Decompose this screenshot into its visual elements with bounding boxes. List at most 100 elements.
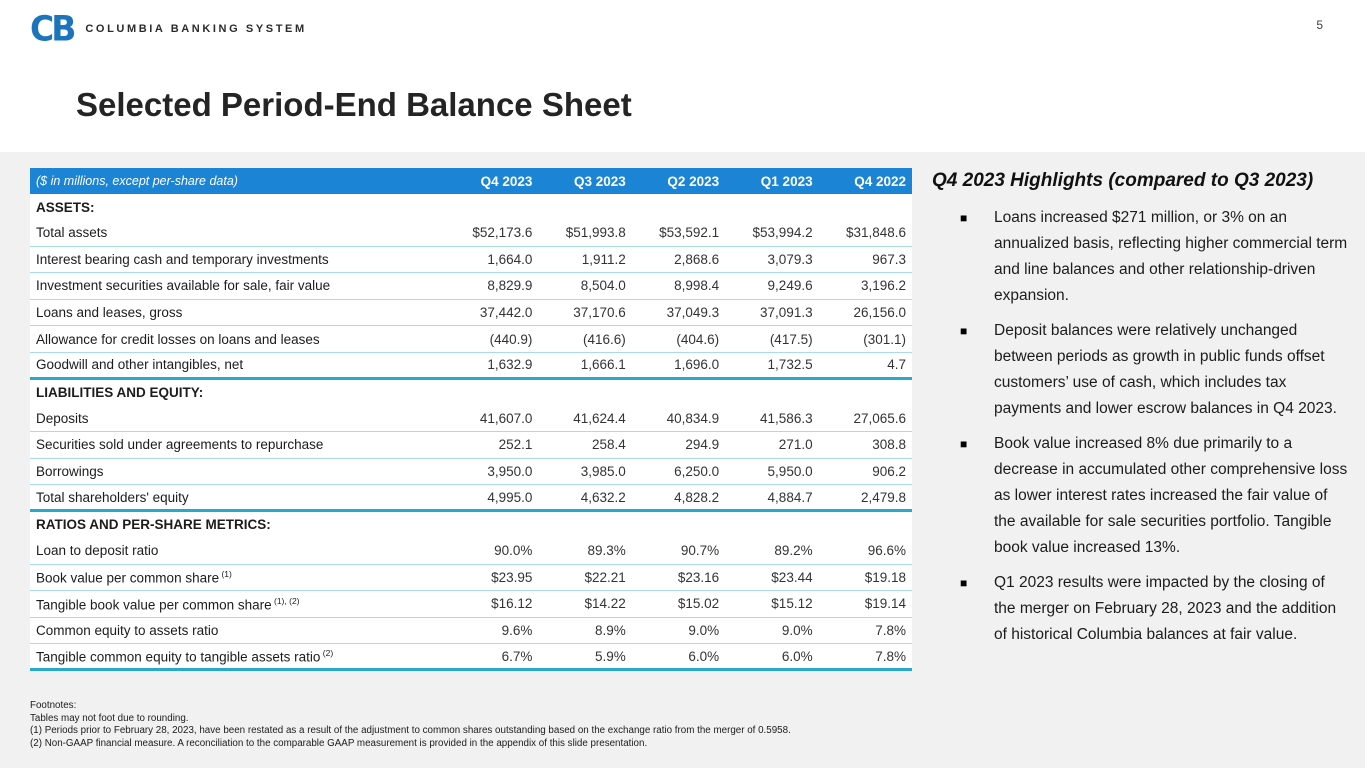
row-label: Goodwill and other intangibles, net xyxy=(36,357,244,373)
table-cell-value: 89.2% xyxy=(774,543,813,559)
row-label: Interest bearing cash and temporary inve… xyxy=(36,251,329,267)
row-label: Tangible common equity to tangible asset… xyxy=(36,647,334,665)
highlights-title: Q4 2023 Highlights (compared to Q3 2023) xyxy=(932,170,1314,191)
table-cell-value: 37,170.6 xyxy=(573,305,626,321)
table-cell-value: 258.4 xyxy=(592,437,626,453)
table-row: Borrowings 3,950.0 3,985.0 6,250.0 5,950.0 90… xyxy=(30,459,912,486)
table-cell-value: 252.1 xyxy=(498,437,533,453)
highlight-bullet: ■ Deposit balances were relatively unchan… xyxy=(932,318,1350,422)
table-row: Book value per common share (1) $23.95 $22… xyxy=(30,565,912,592)
table-cell-value: 4,884.7 xyxy=(767,489,813,505)
highlight-text: Q1 2023 results were impacted by the clo… xyxy=(994,574,1337,643)
table-section-title: LIABILITIES AND EQUITY: xyxy=(36,385,204,401)
table-cell-value: 90.0% xyxy=(494,543,533,559)
table-cell-value: $19.14 xyxy=(864,596,906,612)
page-number: 5 xyxy=(1316,18,1323,32)
table-cell-value: 6.7% xyxy=(501,648,533,664)
row-label: Allowance for credit losses on loans and… xyxy=(36,331,320,347)
table-cell-value: 9.0% xyxy=(781,623,813,639)
row-label: Investment securities available for sale… xyxy=(36,278,331,294)
table-cell-value: 41,624.4 xyxy=(573,410,626,426)
slide-body: ($ in millions, except per-share data) Q… xyxy=(0,152,1365,768)
table-cell-value: $22.21 xyxy=(584,569,626,585)
table-caption: ($ in millions, except per-share data) xyxy=(36,174,238,188)
table-cell-value: 967.3 xyxy=(872,251,906,267)
table-cell-value: $14.22 xyxy=(584,596,626,612)
footnote-line: Tables may not foot due to rounding. xyxy=(30,712,189,724)
table-cell-value: 7.8% xyxy=(875,648,906,664)
table-cell-value: 1,732.5 xyxy=(767,357,813,373)
highlights-panel: Q4 2023 Highlights (compared to Q3 2023)… xyxy=(932,170,1350,657)
footnote-superscript: (1) xyxy=(219,569,232,580)
table-cell-value: 3,079.3 xyxy=(767,251,813,267)
row-label: Loan to deposit ratio xyxy=(36,543,159,559)
highlight-bullet: ■ Book value increased 8% due primarily t… xyxy=(932,431,1350,561)
column-header-q4-2023: Q4 2023 xyxy=(480,173,533,189)
table-section-title: RATIOS AND PER-SHARE METRICS: xyxy=(36,517,271,533)
table-cell-value: $52,173.6 xyxy=(472,225,533,241)
table-cell-value: 4,995.0 xyxy=(487,489,533,505)
table-cell-value: 37,442.0 xyxy=(479,305,533,321)
table-cell-value: $23.95 xyxy=(491,569,533,585)
footnote-superscript: (1), (2) xyxy=(271,595,300,606)
table-cell-value: $15.12 xyxy=(771,596,813,612)
table-row: Goodwill and other intangibles, net 1,632… xyxy=(30,353,912,380)
table-cell-value: 26,156.0 xyxy=(853,305,906,321)
page-title: Selected Period-End Balance Sheet xyxy=(76,86,632,123)
highlight-text: Deposit balances were relatively unchang… xyxy=(994,322,1337,417)
table-row: Tangible book value per common share (1)… xyxy=(30,591,912,618)
logo-wordmark: COLUMBIA BANKING SYSTEM xyxy=(85,22,307,35)
table-row: Investment securities available for sale… xyxy=(30,273,912,300)
table-cell-value: 8,504.0 xyxy=(580,278,626,294)
footnote-line: (1) Periods prior to February 28, 2023, … xyxy=(30,725,791,736)
table-row: Deposits 41,607.0 41,624.4 40,834.9 41,586.3… xyxy=(30,406,912,433)
table-cell-value: (416.6) xyxy=(583,331,626,347)
footnote-superscript: (2) xyxy=(320,647,334,658)
table-cell-value: 9.6% xyxy=(501,623,533,639)
table-cell-value: 4,828.2 xyxy=(674,489,720,505)
row-label: Tangible book value per common share (1)… xyxy=(36,595,300,613)
highlight-bullet: ■ Loans increased $271 million, or 3% on … xyxy=(932,205,1350,309)
column-header-q2-2023: Q2 2023 xyxy=(667,173,720,189)
column-header-q4-2022: Q4 2022 xyxy=(854,173,906,189)
highlight-bullet: ■ Q1 2023 results were impacted by the cl… xyxy=(932,570,1350,648)
table-cell-value: $23.16 xyxy=(677,569,720,585)
table-cell-value: 8,829.9 xyxy=(487,278,533,294)
table-cell-value: $19.18 xyxy=(864,569,906,585)
table-cell-value: $23.44 xyxy=(771,569,813,585)
table-cell-value: 40,834.9 xyxy=(666,410,720,426)
footnotes: Footnotes: Tables may not foot due to ro… xyxy=(30,700,791,750)
table-cell-value: 5,950.0 xyxy=(767,464,813,480)
highlight-text: Loans increased $271 million, or 3% on a… xyxy=(994,209,1348,304)
table-row: Common equity to assets ratio 9.6% 8.9% 9.0… xyxy=(30,618,912,645)
table-row: Total shareholders' equity 4,995.0 4,632.2… xyxy=(30,485,912,512)
row-label: Book value per common share (1) xyxy=(36,569,232,586)
square-bullet-icon: ■ xyxy=(960,576,968,590)
table-cell-value: 308.8 xyxy=(872,437,906,453)
table-cell-value: 1,696.0 xyxy=(674,357,720,373)
table-row: Tangible common equity to tangible asset… xyxy=(30,644,912,671)
table-cell-value: 1,664.0 xyxy=(487,251,533,267)
logo-cb-icon: CB xyxy=(30,8,76,49)
highlight-text: Book value increased 8% due primarily to… xyxy=(994,435,1348,556)
table-row: Total assets $52,173.6 $51,993.8 $53,592.1 $… xyxy=(30,220,912,247)
table-cell-value: 906.2 xyxy=(872,464,906,480)
table-cell-value: 3,950.0 xyxy=(487,464,533,480)
table-cell-value: 9,249.6 xyxy=(767,278,813,294)
row-label: Securities sold under agreements to repu… xyxy=(36,437,324,453)
table-row: Securities sold under agreements to repu… xyxy=(30,432,912,459)
table-row: Allowance for credit losses on loans and… xyxy=(30,326,912,353)
footnote-lines: Tables may not foot due to rounding. (1) … xyxy=(30,713,791,751)
table-cell-value: $53,592.1 xyxy=(659,225,720,241)
table-cell-value: (404.6) xyxy=(676,331,720,347)
row-label: Deposits xyxy=(36,410,89,426)
table-cell-value: 7.8% xyxy=(875,623,906,639)
table-header-row: ($ in millions, except per-share data) Q… xyxy=(30,168,912,194)
table-row: Loans and leases, gross 37,442.0 37,170.6 3… xyxy=(30,300,912,327)
table-cell-value: 1,632.9 xyxy=(487,357,533,373)
table-cell-value: 41,586.3 xyxy=(760,410,813,426)
square-bullet-icon: ■ xyxy=(960,211,968,225)
table-cell-value: 8.9% xyxy=(595,623,626,639)
table-cell-value: 294.9 xyxy=(685,437,720,453)
